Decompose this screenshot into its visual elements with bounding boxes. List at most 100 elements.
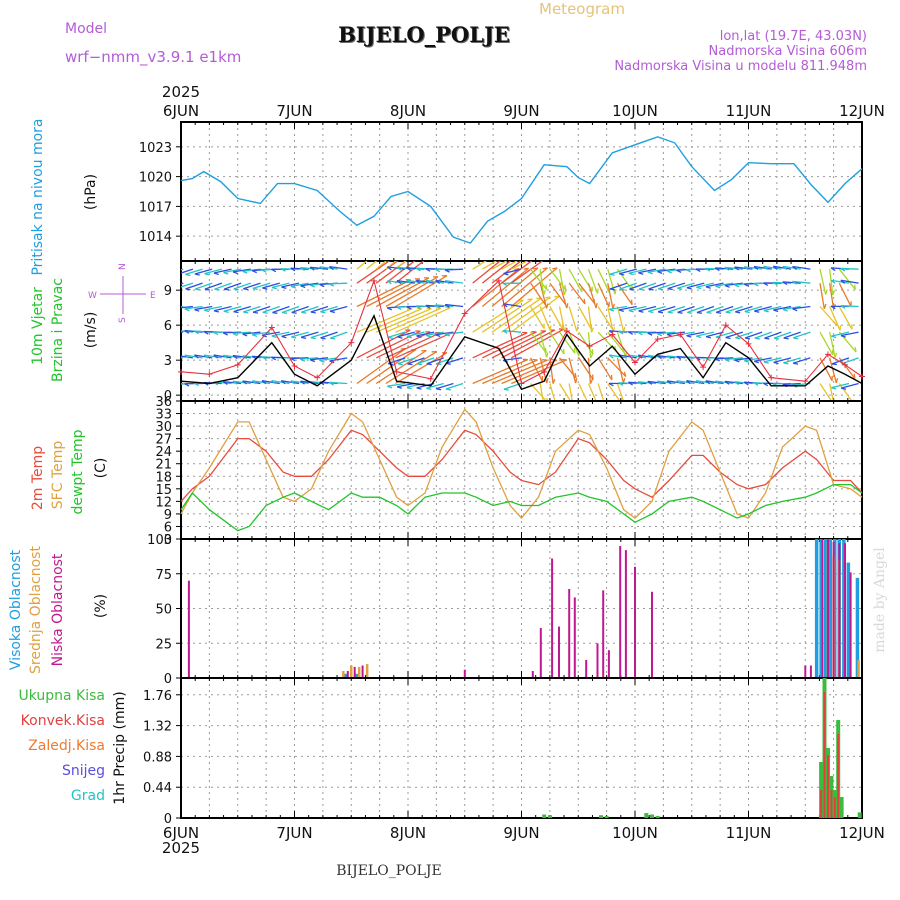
cloud-bar [531,671,534,678]
day-label-bottom: 6JUN [163,824,199,842]
wind-arrow-head [773,361,779,365]
wind-arrow [616,306,625,332]
cloud-bar [568,589,571,678]
wind-arrow-head [724,380,730,385]
cloud-bar [551,558,554,678]
wind-arrow [744,357,763,362]
day-label-bottom: 8JUN [390,824,426,842]
wind-arrow [744,331,763,339]
wind-arrow-head [514,268,520,271]
wind-arrow-head [416,387,422,390]
wind-arrow [792,280,811,284]
wind-arrow-head [428,247,433,248]
wind-arrow [657,331,676,335]
panel-pressure: 1014 1017 1020 1023 [139,121,863,262]
cloud-bar [809,665,812,678]
cloud-bar [539,628,542,678]
wind-arrow [300,282,319,287]
wind-arrow [829,357,837,384]
wind-arrow [396,279,415,284]
wind-arrow-head [667,287,673,291]
wind-arrow-head [545,247,550,248]
wind-arrow [271,380,290,385]
wind-arrow-head [573,348,576,354]
wind-arrow-head [415,267,421,272]
wind-arrow [667,282,686,290]
wind-arrow-head [165,308,170,310]
wind-arrow [686,282,705,289]
gust-line [180,278,863,385]
wind-arrow-head [705,286,711,289]
wind-arrow-head [545,284,548,290]
wind-arrow [387,382,406,387]
wind-arrow [597,268,610,293]
wind-arrow [696,305,715,314]
wind-arrow-head [666,270,672,274]
sfc-axis-label: SFC Temp [50,441,66,510]
wind-arrow-head [223,310,229,313]
temp-line-2 [180,483,863,532]
altitude: Nadmorska Visina 606m [709,44,868,59]
gust-marker [859,373,865,380]
wind-arrow-head [194,273,200,276]
cloud-bar [823,539,828,678]
wind-arrow [597,306,613,329]
wind-arrow [735,305,753,313]
wind-arrow-head [396,386,403,389]
wind-arrow [472,261,487,270]
wind-arrow [184,305,203,310]
wind-arrow [658,282,676,290]
wind-arrow-head [714,380,720,385]
wind-arrow [395,275,448,308]
wind-arrow-head [271,380,276,385]
wind-arrow [385,261,397,270]
wind-arrow-head [532,267,539,270]
wind-arrow-head [396,266,402,271]
cloud-bar [355,673,359,678]
wind-arrow [491,359,548,385]
wind-arrow-head [657,333,663,337]
wind-arrow-head [595,303,598,309]
wind-arrow [715,357,734,360]
wind-arrow-head [184,354,190,359]
wind-arrow [310,305,329,313]
wind-arrow [578,357,594,380]
wind-arrow-head [706,311,712,314]
wind-arrow [616,357,625,384]
cloud-bar [821,539,824,678]
wind-arrow [491,267,539,307]
wind-arrow [840,305,859,308]
wind-arrow-head [280,380,286,385]
wind-arrow [395,261,425,284]
wind-arrow [435,304,454,308]
wind-arrow [744,305,763,313]
wind-arrow [214,282,232,290]
wind-arrow [647,331,666,334]
cloud-bar [857,659,860,678]
y-tick-label: 0 [164,812,172,827]
wind-arrow [510,267,558,307]
wind-arrow-head [696,335,702,339]
wind-arrow [395,332,451,359]
wind-arrow [375,331,431,359]
mid-cloud-label: Srednja Oblacnost [28,546,44,674]
wind-arrow-head [214,288,220,291]
wind-arrow [657,268,676,273]
wind-arrow [445,357,464,364]
wind-arrow-head [677,311,683,314]
high-cloud-label: Visoka Oblacnost [8,549,24,670]
wind-speed-line [180,314,863,391]
wind-arrow [793,331,811,339]
wind-arrow [223,268,242,274]
wind-arrow [578,282,596,305]
wind-arrow-head [648,310,654,314]
precip-bar [833,797,836,818]
model-name: wrf−nmm_v3.9.1 e1km [65,48,241,67]
day-label-top: 6JUN [163,102,199,120]
wind-arrow-head [622,378,626,384]
gust-marker [768,374,775,381]
wind-arrow [387,266,406,270]
wind-arrow [819,331,834,356]
temp-line-1 [180,408,863,520]
wind-arrow-head [552,267,558,270]
